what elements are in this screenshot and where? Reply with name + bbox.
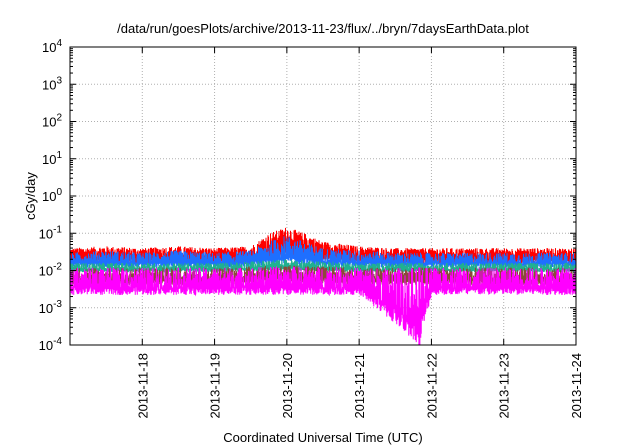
x-tick-label: 2013-11-24 — [569, 353, 584, 419]
x-tick-label: 2013-11-18 — [135, 353, 150, 419]
x-tick-label: 2013-11-20 — [280, 353, 295, 419]
tick-marks — [70, 46, 577, 346]
x-axis-label: Coordinated Universal Time (UTC) — [223, 430, 422, 445]
x-tick-label: 2013-11-23 — [497, 353, 512, 419]
grid-lines — [70, 47, 576, 345]
y-tick-label: 10-4 — [39, 336, 63, 353]
y-axis-label: cGy/day — [23, 172, 38, 220]
y-tick-labels: 10-4 10-3 10-2 10-1 100 101 102 103 104 — [39, 38, 63, 353]
y-tick-label: 103 — [42, 75, 62, 92]
series-layer — [70, 227, 577, 345]
y-tick-label: 10-3 — [39, 299, 63, 316]
y-tick-label: 102 — [42, 113, 62, 130]
y-tick-label: 10-2 — [39, 262, 63, 279]
y-tick-label: 104 — [42, 38, 62, 55]
x-tick-label: 2013-11-19 — [208, 353, 223, 419]
x-tick-label: 2013-11-22 — [424, 353, 439, 419]
y-tick-label: 100 — [42, 187, 62, 204]
series-line — [70, 266, 577, 343]
y-tick-label: 101 — [42, 150, 62, 167]
series-line — [70, 236, 577, 269]
x-tick-label: 2013-11-21 — [352, 353, 367, 419]
y-tick-label: 10-1 — [39, 224, 63, 241]
chart-title: /data/run/goesPlots/archive/2013-11-23/f… — [117, 21, 529, 36]
x-tick-labels: 2013-11-18 2013-11-19 2013-11-20 2013-11-21… — [135, 353, 584, 419]
